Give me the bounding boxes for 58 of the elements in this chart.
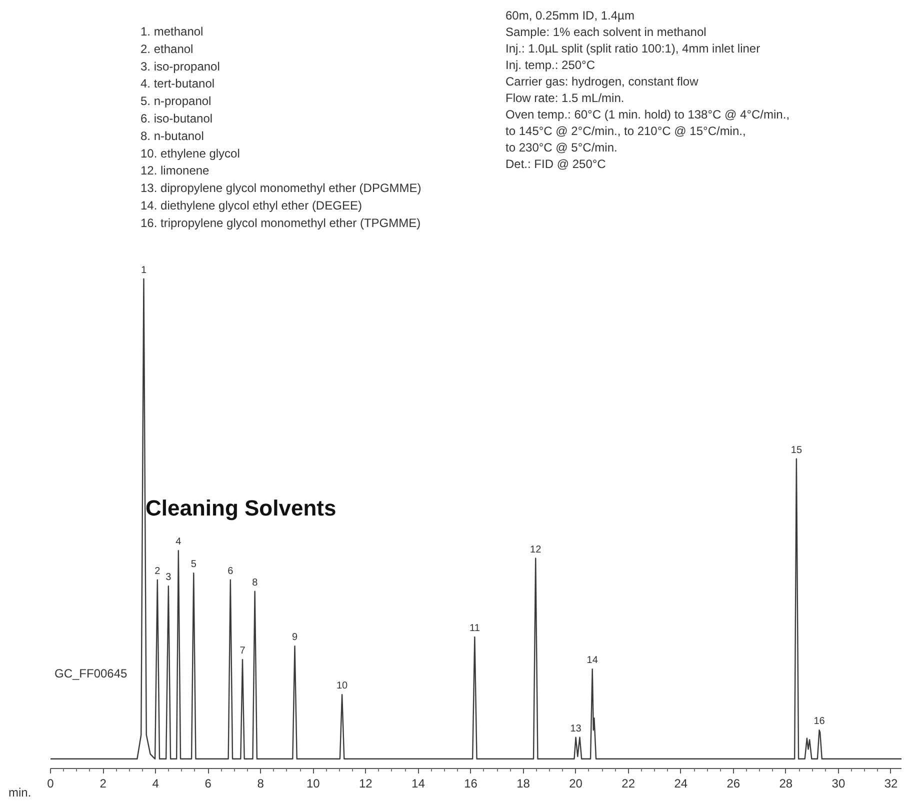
text: to 145°C @ 2°C/min., to 210°C @ 15°C/min., <box>506 124 746 138</box>
text: Flow rate: 1.5 mL/min. <box>506 91 624 105</box>
x-tick-label: 10 <box>306 776 320 790</box>
annotation: 11 <box>469 622 480 634</box>
x-tick-label: 12 <box>359 776 373 790</box>
x-tick-label: 26 <box>726 776 740 790</box>
annotation: GC_FF00645 <box>54 666 128 680</box>
annotation: 2 <box>154 566 161 577</box>
text: 12. limonene <box>140 164 210 178</box>
text: 4. tert-butanol <box>140 76 215 91</box>
x-tick-label: 14 <box>412 776 426 790</box>
x-tick-label: 28 <box>779 776 793 790</box>
x-tick-label: 6 <box>204 776 212 790</box>
annotation: 13 <box>570 723 582 734</box>
text: 13. dipropylene glycol monomethyl ether (DPGMME) <box>140 181 422 196</box>
x-tick-label: 22 <box>622 776 636 790</box>
x-tick-label: 18 <box>516 776 530 790</box>
x-tick-label: 4 <box>152 776 160 790</box>
text: 6. iso-butanol <box>140 112 213 126</box>
text: Inj. temp.: 250°C <box>506 58 596 72</box>
annotation: 15 <box>790 444 802 456</box>
annotation: 3 <box>166 572 172 584</box>
annotation: 1 <box>140 264 147 276</box>
x-axis-title: min. <box>8 786 32 800</box>
text: 2. ethanol <box>140 42 194 56</box>
x-tick-label: 20 <box>569 776 583 790</box>
text: 10. ethylene glycol <box>140 146 240 160</box>
x-tick-label: 32 <box>884 776 898 790</box>
annotation: 14 <box>586 655 598 666</box>
x-tick-label: 24 <box>674 776 688 790</box>
text: 60m, 0.25mm ID, 1.4µm <box>506 8 634 22</box>
x-tick-label: 30 <box>832 776 846 790</box>
x-tick-label: 8 <box>257 776 264 790</box>
text: 16. tripropylene glycol monomethyl ether (TPGMME) <box>140 216 421 230</box>
text: Oven temp.: 60°C (1 min. hold) to 138°C @ 4°C/min., <box>506 108 790 122</box>
x-tick-label: 16 <box>464 776 478 790</box>
annotation: 12 <box>530 544 542 556</box>
x-tick-label: 0 <box>47 776 54 790</box>
annotation: 16 <box>814 716 826 728</box>
text: 5. n-propanol <box>140 94 212 108</box>
text: Sample: 1% each solvent in methanol <box>506 25 706 39</box>
annotation: 5 <box>190 559 197 570</box>
annotation: 4 <box>176 536 182 548</box>
annotation: 8 <box>252 577 258 588</box>
text: 3. iso-propanol <box>140 59 220 74</box>
text: 14. diethylene glycol ethyl ether (DEGEE) <box>140 198 362 212</box>
text: Det.: FID @ 250°C <box>506 157 606 171</box>
annotation: 7 <box>240 646 246 657</box>
text: Carrier gas: hydrogen, constant flow <box>506 74 699 88</box>
text: to 230°C @ 5°C/min. <box>506 140 618 154</box>
annotation: 9 <box>292 632 298 644</box>
text: 8. n-butanol <box>140 128 204 143</box>
annotation: 6 <box>228 566 234 577</box>
text: 1. methanol <box>140 24 204 38</box>
text: Inj.: 1.0µL split (split ratio 100:1), 4mm inlet liner <box>506 42 760 56</box>
x-tick-label: 2 <box>100 776 107 790</box>
text: Cleaning Solvents <box>146 496 336 520</box>
annotation: 10 <box>336 680 348 692</box>
